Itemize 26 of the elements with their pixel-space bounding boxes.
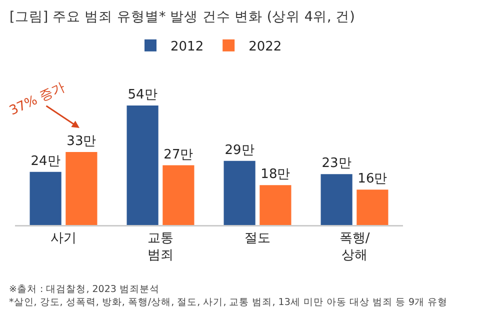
data-label: 16만 [358,172,388,187]
x-tick-label: 절도 [244,231,270,246]
data-label: 18만 [260,167,290,182]
x-tick-label: 교통 범죄 [148,231,174,263]
x-tick-label: 폭행/ 상해 [339,231,370,263]
data-label: 33만 [66,134,96,149]
bar [224,160,256,225]
text: *살인, 강도, 성폭력, 방화, 폭행/상해, 절도, 사기, 교통 범죄, 13세 미만 아동 대상 범죄 등 9개 유형 [9,297,448,308]
data-label: 27만 [164,147,194,162]
bar [356,190,388,225]
bar [30,172,62,225]
bar [162,165,194,225]
chart-title: [그림] 주요 범죄 유형별* 발생 건수 변화 (상위 4위, 건) [10,8,355,25]
data-label: 23만 [322,156,352,172]
bar [126,106,158,225]
bar [260,185,292,225]
x-tick-label: 사기 [50,231,76,246]
data-label: 54만 [128,88,158,103]
data-label: 29만 [224,142,254,158]
bar [320,174,352,225]
text: ※출처 : 대검찰청, 2023 범죄분석 [9,284,160,295]
legend-label: 2022 [248,39,282,54]
bar [66,152,98,225]
annotation: 37% 증가 [7,80,68,119]
legend-label: 2012 [170,39,204,54]
data-label: 24만 [30,154,60,169]
